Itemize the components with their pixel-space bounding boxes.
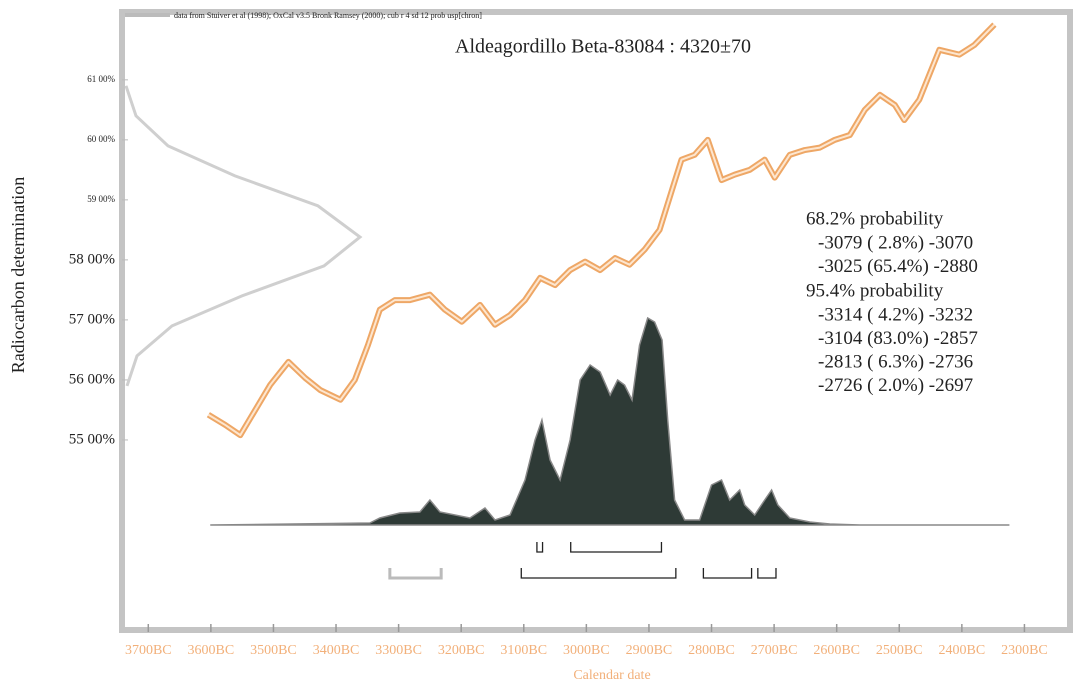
x-tick-label: 2300BC xyxy=(1001,643,1048,658)
x-tick-label: 2600BC xyxy=(813,643,860,658)
x-tick-label: 2700BC xyxy=(751,643,798,658)
calibration-curve-inner xyxy=(207,23,996,437)
range-interval: -3025 (65.4%) -2880 xyxy=(818,256,978,277)
chart-title: Aldeagordillo Beta-83084 : 4320±70 xyxy=(455,36,751,58)
range-interval: -3079 ( 2.8%) -3070 xyxy=(818,232,973,253)
y-tick-label: 56 00% xyxy=(69,371,115,387)
range-interval: -3314 ( 4.2%) -3232 xyxy=(818,304,973,325)
x-tick-label: 3500BC xyxy=(250,643,297,658)
range-heading: 68.2% probability xyxy=(806,208,944,229)
y-tick-label: 60 00% xyxy=(87,134,115,144)
x-tick-label: 2800BC xyxy=(688,643,735,658)
x-tick-label: 2400BC xyxy=(939,643,986,658)
range-bracket xyxy=(757,568,777,579)
range-bracket xyxy=(702,568,753,579)
x-tick-label: 3700BC xyxy=(125,643,172,658)
range-bracket xyxy=(388,568,443,580)
y-tick-label: 55 00% xyxy=(69,431,115,447)
x-tick-label: 3100BC xyxy=(500,643,547,658)
x-tick-label: 3400BC xyxy=(313,643,360,658)
x-tick-label: 3600BC xyxy=(188,643,235,658)
y-tick-label: 61 00% xyxy=(87,74,115,84)
range-interval: -2813 ( 6.3%) -2736 xyxy=(818,351,973,372)
range-interval: -3104 (83.0%) -2857 xyxy=(818,328,978,349)
note: data from Stuiver et al (1998); OxCal v3… xyxy=(174,11,482,20)
x-tick-label: 3200BC xyxy=(438,643,485,658)
x-tick-label: 2900BC xyxy=(626,643,673,658)
y-tick-label: 58 00% xyxy=(69,251,115,267)
range-bracket xyxy=(570,542,663,553)
x-tick-label: 3000BC xyxy=(563,643,610,658)
plot-frame xyxy=(119,9,1073,633)
probability-distribution xyxy=(210,316,1010,526)
measurement-density xyxy=(124,85,363,387)
x-tick-label: 2500BC xyxy=(876,643,923,658)
y-axis-label: Radiocarbon determination xyxy=(8,177,28,373)
y-tick-label: 59 00% xyxy=(87,194,115,204)
range-heading: 95.4% probability xyxy=(806,280,944,301)
x-axis-label: Calendar date xyxy=(573,668,650,683)
range-bracket xyxy=(536,542,544,553)
range-bracket xyxy=(520,568,677,579)
range-interval: -2726 ( 2.0%) -2697 xyxy=(818,375,973,396)
y-tick-label: 57 00% xyxy=(69,311,115,327)
x-tick-label: 3300BC xyxy=(375,643,422,658)
